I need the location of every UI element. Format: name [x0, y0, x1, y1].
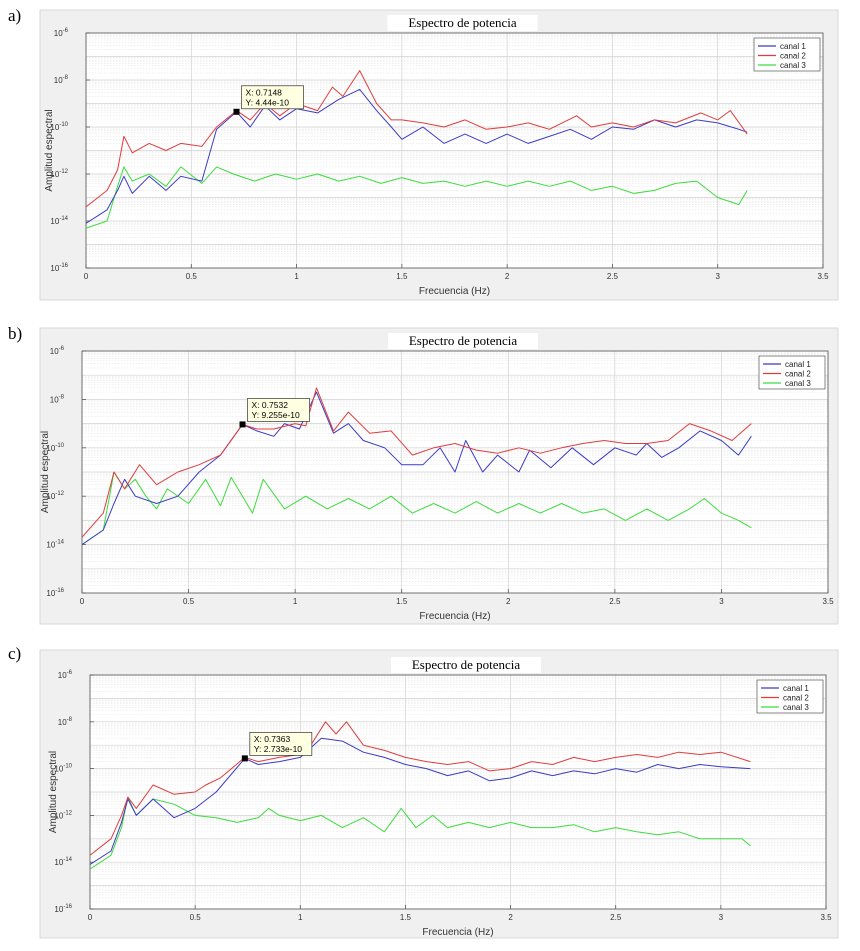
series-line-canal-1: [86, 88, 748, 224]
legend-label: canal 3: [780, 61, 806, 70]
x-tick-label: 2: [508, 913, 513, 922]
x-tick-label: 3.5: [820, 913, 832, 922]
legend-label: canal 1: [780, 42, 806, 51]
y-tick-label: 10-10: [54, 764, 72, 774]
datatip-x-text: X: 0.7148: [246, 87, 283, 97]
y-tick-label: 10-14: [54, 857, 72, 867]
x-tick-label: 0.5: [190, 913, 202, 922]
series-line-canal-2: [90, 721, 751, 856]
grid: [85, 32, 824, 269]
x-tick-label: 1: [294, 272, 299, 281]
series-line-canal-1: [90, 737, 751, 865]
y-tick-label: 10-16: [54, 904, 72, 914]
x-tick-label: 2.5: [609, 597, 621, 606]
y-tick-label: 10-14: [50, 216, 68, 226]
datatip-marker[interactable]: [239, 421, 246, 428]
y-tick-label: 10-12: [46, 491, 64, 501]
x-tick-label: 1.5: [396, 597, 408, 606]
x-axis-label: Frecuencia (Hz): [422, 927, 493, 938]
y-tick-label: 10-12: [50, 169, 68, 179]
datatip-x-text: X: 0.7532: [252, 400, 289, 410]
panel-label: b): [8, 324, 23, 343]
y-tick-label: 10-8: [54, 75, 69, 85]
title-background: [388, 333, 538, 349]
chart-title: Espectro de potencia: [412, 657, 521, 672]
chart-title: Espectro de potencia: [409, 333, 518, 348]
panel-label: a): [8, 6, 22, 25]
datatip-y-text: Y: 4.44e-10: [246, 97, 290, 107]
y-axis-label: Amplitud espectral: [44, 109, 55, 191]
x-axis-label: Frecuencia (Hz): [419, 611, 490, 622]
chart-title: Espectro de potencia: [408, 15, 517, 30]
datatip-box: [247, 398, 310, 422]
x-tick-label: 0.5: [183, 597, 195, 606]
x-axis-label: Frecuencia (Hz): [419, 286, 490, 297]
y-tick-label: 10-10: [50, 122, 68, 132]
y-tick-label: 10-6: [50, 346, 65, 356]
x-tick-label: 0.5: [186, 272, 198, 281]
x-tick-label: 1.5: [400, 913, 412, 922]
series-line-canal-1: [82, 391, 752, 546]
axes-box: [89, 674, 827, 910]
x-tick-label: 0: [84, 272, 89, 281]
y-tick-label: 10-6: [54, 28, 69, 38]
grid: [89, 674, 827, 910]
series-line-canal-2: [82, 387, 752, 538]
x-tick-label: 1: [298, 913, 303, 922]
datatip-y-text: Y: 2.733e-10: [254, 744, 302, 754]
panel-label: c): [8, 644, 22, 663]
x-tick-label: 3: [715, 272, 720, 281]
y-axis-label: Amplitud espectral: [48, 751, 59, 833]
legend-label: canal 1: [785, 360, 811, 369]
x-tick-label: 3: [719, 913, 724, 922]
y-tick-label: 10-6: [58, 670, 73, 680]
datatip-marker[interactable]: [241, 755, 248, 762]
title-background: [391, 657, 541, 673]
x-tick-label: 0: [88, 913, 93, 922]
y-tick-label: 10-14: [46, 540, 64, 550]
datatip-x-text: X: 0.7363: [254, 734, 291, 744]
datatip-box: [249, 732, 313, 756]
x-tick-label: 2.5: [610, 913, 622, 922]
x-tick-label: 3: [719, 597, 724, 606]
y-tick-label: 10-10: [46, 443, 64, 453]
datatip-marker[interactable]: [233, 108, 240, 115]
axes-box: [81, 350, 829, 594]
series-line-canal-3: [86, 166, 748, 229]
series-line-canal-3: [82, 471, 752, 546]
datatip-box: [241, 85, 304, 110]
legend-label: canal 1: [783, 684, 809, 693]
title-background: [387, 15, 538, 31]
legend-label: canal 3: [783, 703, 809, 712]
x-tick-label: 3.5: [817, 272, 829, 281]
x-tick-label: 2: [506, 597, 511, 606]
chart-panel: 0 0.5 1 1.5 2 2.5 3 3.5 10-16 10-14 10-12 10-10 10-8…: [39, 327, 839, 625]
y-tick-label: 10-8: [50, 394, 65, 404]
legend-label: canal 2: [780, 51, 806, 60]
x-tick-label: 3.5: [822, 597, 834, 606]
x-tick-label: 2: [505, 272, 510, 281]
axes-box: [85, 32, 824, 269]
y-tick-label: 10-12: [54, 810, 72, 820]
grid: [81, 350, 829, 594]
chart-panel: 0 0.5 1 1.5 2 2.5 3 3.5 10-16 10-14 10-12 10-10 10-8…: [39, 9, 839, 301]
series-line-canal-3: [90, 796, 751, 870]
datatip-y-text: Y: 9.255e-10: [252, 410, 300, 420]
series-line-canal-2: [86, 70, 748, 208]
chart-panel: 0 0.5 1 1.5 2 2.5 3 3.5 10-16 10-14 10-12 10-10 10-8…: [39, 649, 839, 939]
x-tick-label: 1.5: [396, 272, 408, 281]
y-axis-label: Amplitud espectral: [40, 431, 51, 513]
legend-label: canal 2: [783, 693, 809, 702]
y-tick-label: 10-16: [46, 588, 64, 598]
x-tick-label: 1: [293, 597, 298, 606]
x-tick-label: 0: [80, 597, 85, 606]
legend-label: canal 3: [785, 379, 811, 388]
y-tick-label: 10-8: [58, 717, 73, 727]
x-tick-label: 2.5: [607, 272, 619, 281]
y-tick-label: 10-16: [50, 263, 68, 273]
legend-label: canal 2: [785, 369, 811, 378]
